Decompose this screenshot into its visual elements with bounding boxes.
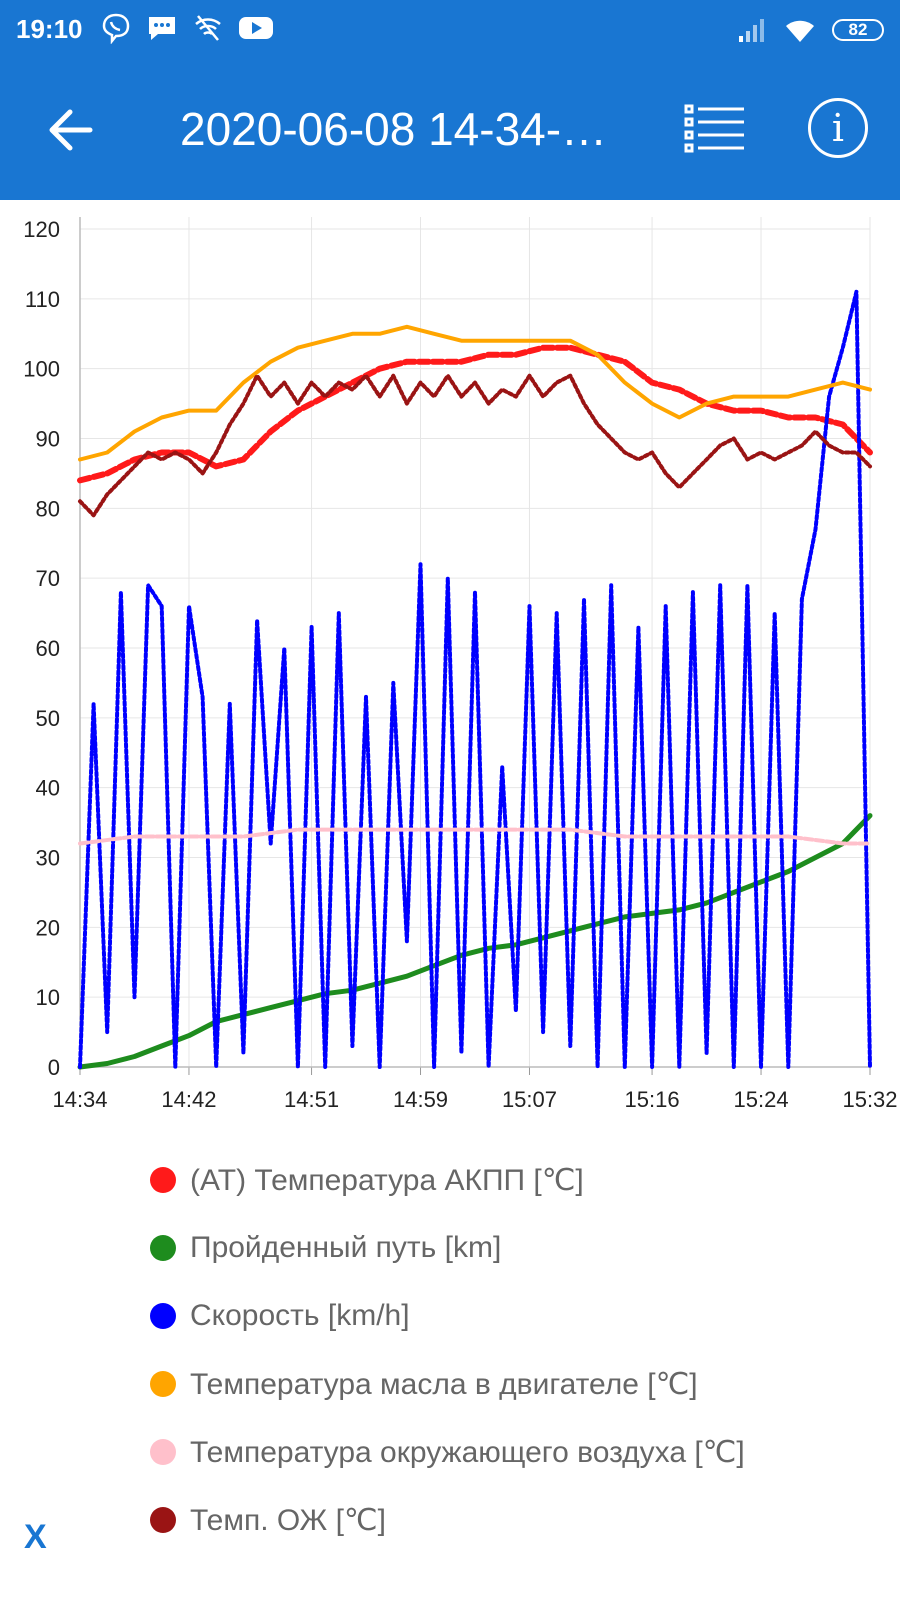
legend-label: Температура окружающего воздуха [℃]: [190, 1435, 745, 1469]
series-line-distance: [77, 813, 873, 1070]
y-tick-label: 0: [48, 1055, 60, 1080]
arrow-left-icon: [49, 109, 93, 151]
messages-icon: [146, 12, 178, 44]
y-tick-label: 120: [23, 217, 60, 242]
y-tick-label: 10: [36, 985, 60, 1010]
chart: 0 10 20 30 40 50 60 70 80 90 100 110 120 14:34 14:42 14…: [23, 217, 898, 1112]
legend-dot-icon: [150, 1167, 176, 1193]
series-line-oil-temp: [78, 324, 872, 462]
y-tick-label: 80: [36, 496, 60, 521]
list-button[interactable]: [684, 102, 746, 158]
series-line-coolant: [78, 373, 872, 518]
chart-container: 0 10 20 30 40 50 60 70 80 90 100 110 120 14:34 14:42 14…: [0, 205, 900, 1165]
app-bar: 2020-06-08 14-34-… i: [0, 60, 900, 200]
x-tick-label: 14:42: [161, 1087, 216, 1112]
x-tick-label: 15:07: [502, 1087, 557, 1112]
y-tick-label: 70: [36, 566, 60, 591]
legend-item-distance[interactable]: Пройденный путь [km]: [150, 1228, 501, 1268]
wifi-off-icon: [192, 12, 224, 44]
page-title: 2020-06-08 14-34-…: [180, 103, 608, 155]
legend-label: Скорость [km/h]: [190, 1299, 410, 1332]
series-line-speed: [78, 289, 872, 1069]
x-tick-label: 14:34: [52, 1087, 107, 1112]
x-tick-label: 14:59: [393, 1087, 448, 1112]
y-tick-label: 30: [36, 846, 60, 871]
youtube-icon: [238, 12, 273, 44]
legend-item-air-temp[interactable]: Температура окружающего воздуха [℃]: [150, 1432, 745, 1472]
legend-label: Температура масла в двигателе [℃]: [190, 1367, 698, 1401]
x-tick-label: 15:32: [842, 1087, 897, 1112]
legend-dot-icon: [150, 1507, 176, 1533]
wifi-icon: [784, 14, 816, 46]
y-tick-label: 100: [23, 357, 60, 382]
y-tick-label: 40: [36, 776, 60, 801]
info-icon: i: [831, 106, 845, 150]
legend-item-at-temp[interactable]: (AT) Температура АКПП [℃]: [150, 1160, 584, 1200]
x-tick-label: 15:16: [625, 1087, 680, 1112]
battery-indicator: 82: [832, 19, 884, 41]
back-button[interactable]: [40, 100, 100, 160]
status-time: 19:10: [16, 14, 83, 44]
status-system-icons: 82: [736, 14, 884, 46]
y-tick-label: 90: [36, 427, 60, 452]
x-tick-label: 14:51: [284, 1087, 339, 1112]
series-line-air-temp: [78, 827, 872, 846]
legend-label: (AT) Температура АКПП [℃]: [190, 1163, 584, 1197]
legend-item-oil-temp[interactable]: Температура масла в двигателе [℃]: [150, 1364, 698, 1404]
info-button[interactable]: i: [808, 98, 868, 158]
x-tick-label: 15:24: [734, 1087, 789, 1112]
viber-icon: [100, 12, 132, 45]
y-tick-label: 60: [36, 636, 60, 661]
legend-dot-icon: [150, 1439, 176, 1465]
y-tick-label: 50: [36, 706, 60, 731]
series-line-at-temp: [77, 344, 873, 484]
legend-dot-icon: [150, 1235, 176, 1261]
status-notification-icons: [100, 12, 273, 45]
close-button[interactable]: X: [24, 1518, 47, 1556]
list-icon: [684, 104, 744, 153]
legend-item-coolant[interactable]: Темп. ОЖ [℃]: [150, 1500, 386, 1540]
legend-label: Темп. ОЖ [℃]: [190, 1503, 386, 1537]
legend-item-speed[interactable]: Скорость [km/h]: [150, 1296, 410, 1336]
signal-icon: [736, 14, 768, 46]
legend-dot-icon: [150, 1303, 176, 1329]
y-tick-label: 20: [36, 915, 60, 940]
status-bar: 19:10 82: [0, 0, 900, 60]
y-tick-label: 110: [25, 287, 60, 312]
legend-dot-icon: [150, 1371, 176, 1397]
legend-label: Пройденный путь [km]: [190, 1231, 502, 1264]
